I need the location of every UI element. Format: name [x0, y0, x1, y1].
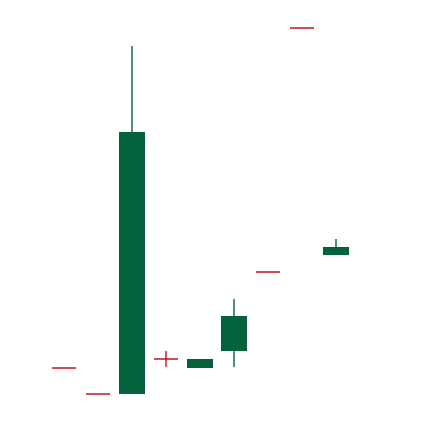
candle-5 [187, 359, 213, 368]
candle-6-body [221, 316, 247, 351]
candle-5-body [187, 359, 213, 368]
candle-6 [221, 299, 247, 367]
candle-3-body [119, 132, 145, 394]
candle-3 [119, 46, 145, 394]
candle-4 [154, 351, 178, 367]
candle-9 [323, 239, 349, 255]
candles-layer [52, 27, 349, 395]
candle-9-body [323, 247, 349, 255]
